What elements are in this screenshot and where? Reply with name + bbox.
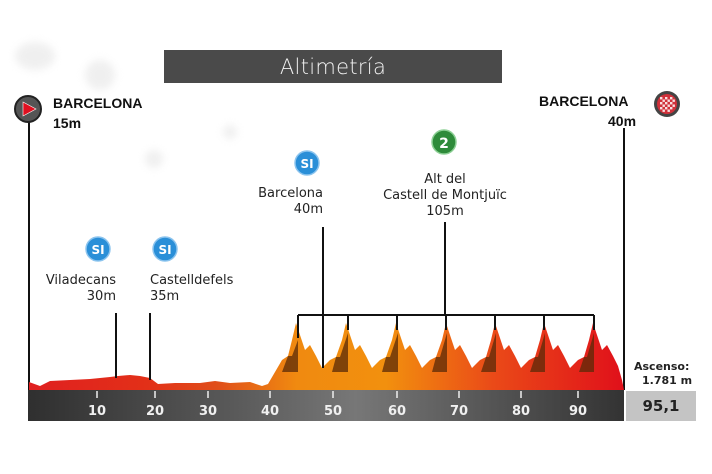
tick-label: 20 xyxy=(146,404,164,419)
marker-name: Barcelona xyxy=(258,186,323,201)
title-text: Altimetría xyxy=(279,54,387,79)
marker-altitude: 30m xyxy=(86,289,116,304)
tick-label: 80 xyxy=(512,404,530,419)
svg-text:SI: SI xyxy=(158,243,171,257)
background-decoration xyxy=(223,125,237,139)
background-decoration xyxy=(145,150,163,168)
background-decoration xyxy=(85,60,115,90)
checkered-flag-icon xyxy=(654,91,680,117)
ascent-value: 1.781 m xyxy=(642,374,693,387)
finish-name: BARCELONA xyxy=(539,93,629,109)
tick-label: 40 xyxy=(261,404,279,419)
background-decoration xyxy=(15,42,55,70)
tick-label: 30 xyxy=(199,404,217,419)
climb-category-icon: 2 xyxy=(431,129,457,155)
tick-label: 50 xyxy=(324,404,342,419)
sprint-icon: SI xyxy=(294,150,320,176)
tick-label: 90 xyxy=(569,404,587,419)
axis-ticks xyxy=(96,391,579,398)
profile-area xyxy=(29,323,624,390)
tick-label: 10 xyxy=(88,404,106,419)
marker-label-castelldefels: Castelldefels 35m xyxy=(150,273,233,305)
marker-altitude: 105m xyxy=(426,204,464,219)
ascent-summary: Ascenso: 1.781 m xyxy=(634,360,692,388)
finish-altitude: 40m xyxy=(608,113,637,129)
marker-altitude: 35m xyxy=(150,289,180,304)
total-distance: 95,1 xyxy=(626,391,696,421)
marker-label-montjuic: Alt del Castell de Montjuïc 105m xyxy=(378,172,512,220)
ascent-label: Ascenso: xyxy=(634,360,690,373)
total-distance-value: 95,1 xyxy=(642,397,680,415)
svg-text:SI: SI xyxy=(91,243,104,257)
sprint-icon: SI xyxy=(152,236,178,262)
marker-name: Castell de Montjuïc xyxy=(383,188,507,203)
tick-label: 70 xyxy=(450,404,468,419)
distance-axis xyxy=(28,390,624,421)
svg-text:2: 2 xyxy=(439,136,449,152)
start-altitude: 15m xyxy=(53,115,82,131)
marker-altitude: 40m xyxy=(293,202,323,217)
marker-name: Alt del xyxy=(424,172,466,187)
marker-label-viladecans: Viladecans 30m xyxy=(43,273,116,305)
page-title: Altimetría xyxy=(164,50,502,83)
sprint-icon: SI xyxy=(85,236,111,262)
tick-label: 60 xyxy=(388,404,406,419)
climb-shading xyxy=(282,333,594,372)
marker-name: Castelldefels xyxy=(150,273,234,288)
marker-label-barcelona: Barcelona 40m xyxy=(250,186,323,218)
marker-name: Viladecans xyxy=(45,273,116,288)
svg-text:SI: SI xyxy=(300,157,313,171)
start-name: BARCELONA xyxy=(53,95,143,111)
start-flag-icon xyxy=(14,95,42,123)
